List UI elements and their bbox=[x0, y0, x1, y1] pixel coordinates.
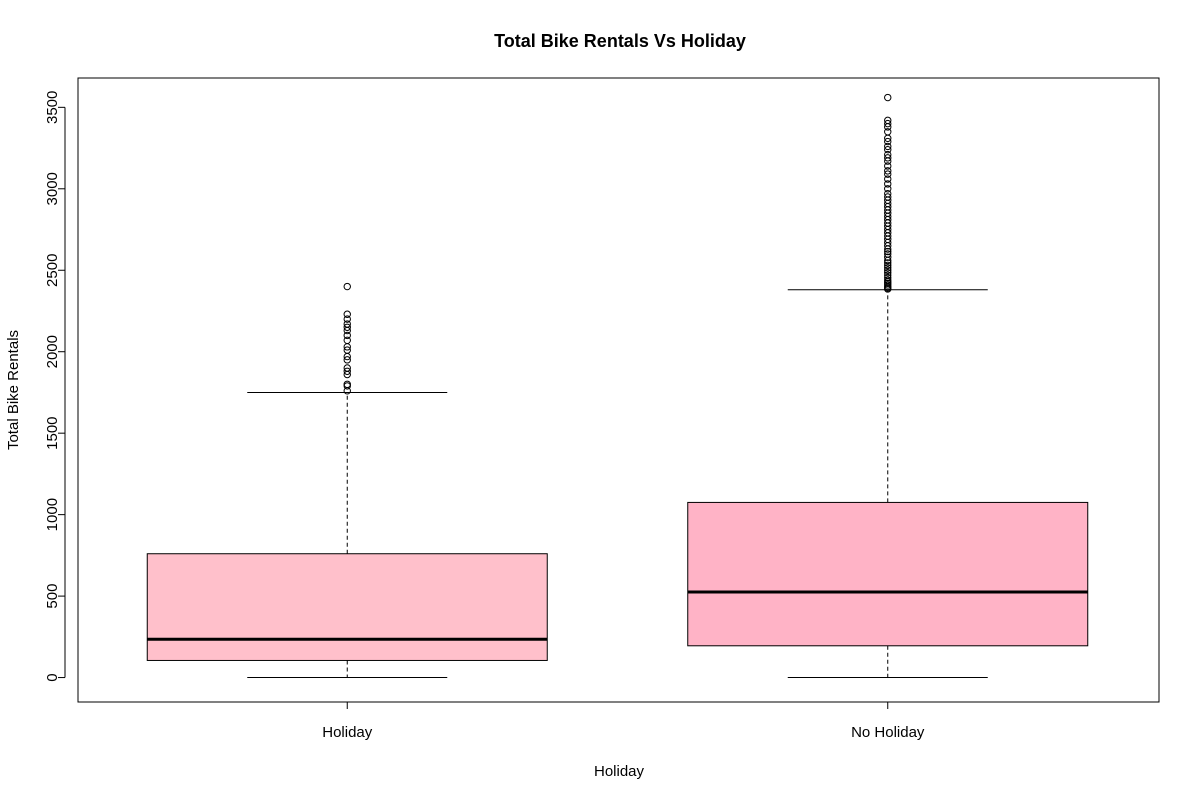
outlier-point bbox=[884, 142, 892, 151]
outlier-point bbox=[884, 189, 892, 198]
x-tick-label: No Holiday bbox=[851, 724, 925, 741]
x-axis: Holiday No Holiday bbox=[322, 701, 925, 741]
outlier-point bbox=[343, 310, 351, 318]
outlier-point bbox=[343, 336, 351, 345]
outlier-point bbox=[884, 253, 892, 261]
outlier-point bbox=[884, 273, 892, 282]
outlier-point bbox=[884, 193, 892, 201]
outlier-point bbox=[343, 346, 351, 354]
outlier-point bbox=[884, 116, 892, 125]
box-group bbox=[687, 93, 1089, 679]
x-tick-label: Holiday bbox=[322, 724, 373, 741]
y-tick-label: 3000 bbox=[44, 172, 61, 205]
x-axis-label: Holiday bbox=[594, 763, 645, 780]
outlier-point bbox=[884, 266, 892, 274]
y-tick-label: 2500 bbox=[44, 254, 61, 287]
outlier-point bbox=[343, 331, 351, 340]
y-axis: 0 500 1000 1500 2000 2500 3000 3500 bbox=[44, 91, 66, 682]
box-group bbox=[146, 282, 548, 679]
outlier-point bbox=[343, 356, 351, 364]
boxes-group bbox=[146, 93, 1089, 679]
outlier-point bbox=[884, 264, 892, 272]
outlier-point bbox=[884, 276, 892, 284]
iqr-box bbox=[687, 501, 1089, 647]
y-tick-label: 0 bbox=[44, 673, 61, 681]
outlier-point bbox=[884, 167, 892, 175]
outlier-point bbox=[884, 119, 892, 128]
outlier-point bbox=[343, 315, 351, 323]
outlier-point bbox=[884, 180, 892, 188]
y-tick-label: 1500 bbox=[44, 416, 61, 449]
outlier-point bbox=[884, 137, 892, 146]
y-tick-label: 1000 bbox=[44, 498, 61, 531]
chart-title: Total Bike Rentals Vs Holiday bbox=[494, 31, 746, 51]
outlier-point bbox=[884, 259, 892, 267]
outlier-point bbox=[884, 162, 892, 170]
y-axis-label: Total Bike Rentals bbox=[5, 330, 22, 450]
outlier-point bbox=[884, 150, 892, 159]
outlier-point bbox=[884, 185, 892, 193]
outlier-point bbox=[884, 250, 892, 258]
outlier-point bbox=[343, 380, 351, 388]
outlier-point bbox=[884, 247, 892, 256]
y-tick-label: 500 bbox=[44, 584, 61, 609]
outlier-point bbox=[884, 175, 892, 183]
outlier-point bbox=[884, 170, 892, 178]
outlier-point bbox=[884, 154, 892, 162]
outlier-point bbox=[343, 364, 351, 372]
outlier-point bbox=[884, 268, 892, 277]
outlier-point bbox=[884, 145, 892, 154]
outlier-point bbox=[884, 128, 892, 136]
outlier-point bbox=[884, 261, 892, 270]
outlier-point bbox=[343, 323, 351, 331]
iqr-box bbox=[146, 553, 548, 661]
outlier-point bbox=[343, 282, 351, 291]
y-tick-label: 2000 bbox=[44, 335, 61, 368]
outlier-point bbox=[343, 320, 351, 328]
y-tick-label: 3500 bbox=[44, 91, 61, 124]
outlier-point bbox=[884, 93, 892, 102]
outlier-point bbox=[884, 271, 892, 279]
outlier-point bbox=[343, 367, 351, 375]
